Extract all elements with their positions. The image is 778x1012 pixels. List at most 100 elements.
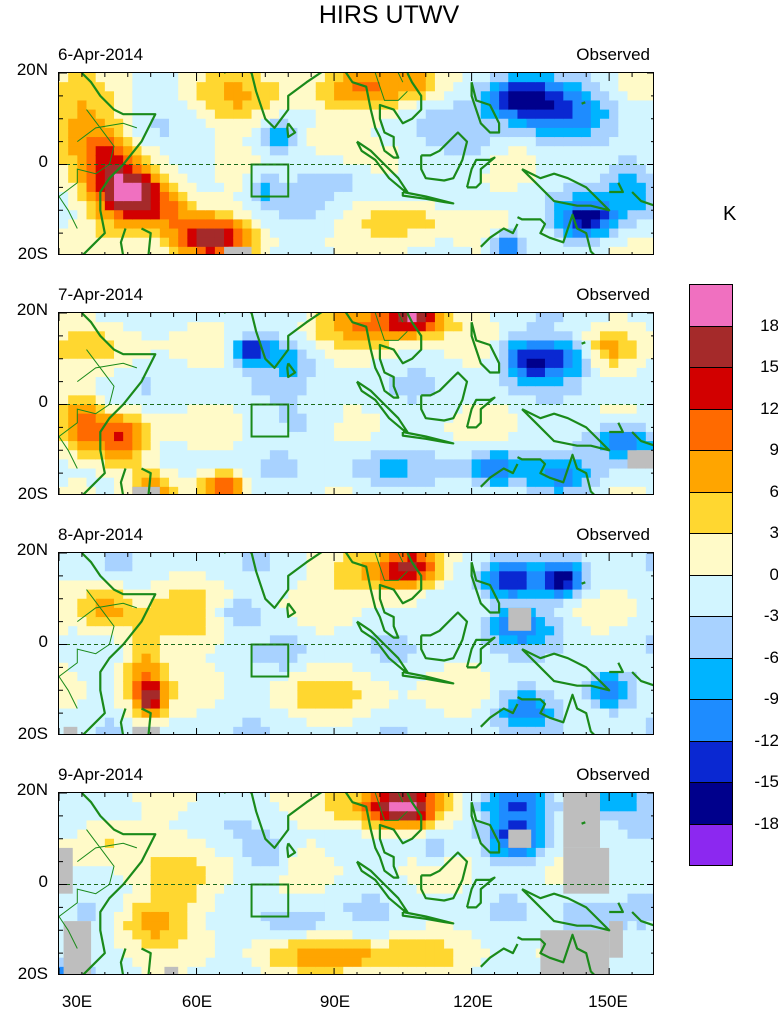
field-cell (306, 580, 317, 591)
field-cell (352, 146, 363, 156)
field-cell (352, 911, 363, 922)
field-cell (599, 137, 610, 147)
field-cell (563, 726, 574, 734)
field-cell (581, 173, 592, 184)
field-cell (288, 210, 298, 220)
field-cell (499, 109, 509, 120)
field-cell (205, 820, 216, 831)
field-cell (187, 100, 198, 111)
field-cell (627, 580, 638, 591)
field-cell (343, 562, 354, 572)
field-cell (636, 571, 647, 582)
field-cell (352, 219, 363, 230)
field-cell (187, 313, 198, 323)
field-cell (86, 690, 97, 700)
field-cell (554, 164, 564, 175)
field-cell (77, 91, 88, 102)
field-cell (68, 607, 78, 618)
field-cell (489, 553, 500, 563)
field-cell (343, 210, 354, 220)
field-cell (269, 598, 280, 609)
field-cell (389, 811, 399, 822)
field-cell (609, 191, 619, 202)
field-cell (95, 966, 106, 974)
field-cell (123, 486, 133, 494)
field-cell (489, 662, 500, 673)
field-cell (508, 653, 519, 664)
field-cell (297, 644, 308, 655)
field-cell (214, 173, 225, 184)
field-cell (352, 671, 363, 682)
field-cell (389, 802, 399, 812)
field-cell (260, 662, 271, 673)
field-cell (636, 681, 647, 691)
field-cell (352, 486, 363, 494)
field-cell (627, 367, 638, 378)
field-cell (288, 911, 298, 922)
field-cell (581, 477, 592, 488)
field-cell (398, 413, 409, 424)
field-cell (590, 82, 601, 92)
field-cell (178, 431, 188, 442)
field-cell (224, 875, 234, 886)
field-cell (279, 553, 289, 563)
field-cell (187, 127, 198, 138)
field-cell (104, 635, 115, 646)
field-cell (132, 930, 143, 940)
field-cell (563, 644, 574, 655)
field-cell (233, 847, 243, 858)
coastline (470, 321, 501, 374)
field-cell (563, 228, 574, 239)
field-cell (379, 109, 390, 120)
field-cell (499, 386, 509, 396)
field-cell (636, 671, 647, 682)
field-cell (141, 413, 152, 424)
field-cell (554, 626, 564, 636)
field-cell (297, 73, 308, 83)
field-cell (150, 717, 161, 728)
field-cell (196, 948, 207, 959)
field-cell (609, 173, 619, 184)
field-cell (471, 477, 482, 488)
field-cell (306, 164, 317, 175)
field-cell (379, 459, 390, 470)
field-cell (572, 219, 583, 230)
field-cell (416, 450, 427, 460)
field-cell (306, 109, 317, 120)
field-cell (132, 580, 143, 591)
field-cell (618, 313, 629, 323)
field-cell (205, 726, 216, 734)
field-cell (150, 413, 161, 424)
field-cell (205, 571, 216, 582)
field-cell (471, 73, 482, 83)
field-cell (480, 580, 491, 591)
field-cell (169, 653, 179, 664)
field-cell (416, 708, 427, 719)
field-cell (150, 662, 161, 673)
field-cell (205, 313, 216, 323)
field-cell (379, 164, 390, 175)
field-cell (526, 699, 537, 710)
field-cell (242, 802, 253, 812)
field-cell (59, 671, 69, 682)
field-cell (609, 109, 619, 120)
field-cell (77, 671, 88, 682)
field-cell (389, 395, 399, 406)
field-cell (544, 164, 555, 175)
field-cell (609, 441, 619, 451)
field-cell (343, 802, 354, 812)
field-cell (150, 358, 161, 369)
field-cell (609, 450, 619, 460)
field-cell (205, 486, 216, 494)
field-cell (599, 377, 610, 387)
field-cell (581, 644, 592, 655)
field-cell (224, 607, 234, 618)
field-cell (508, 395, 519, 406)
field-cell (242, 653, 253, 664)
field-cell (389, 219, 399, 230)
field-cell (86, 237, 97, 248)
field-cell (86, 589, 97, 600)
field-cell (627, 395, 638, 406)
field-cell (636, 580, 647, 591)
field-cell (104, 404, 115, 415)
